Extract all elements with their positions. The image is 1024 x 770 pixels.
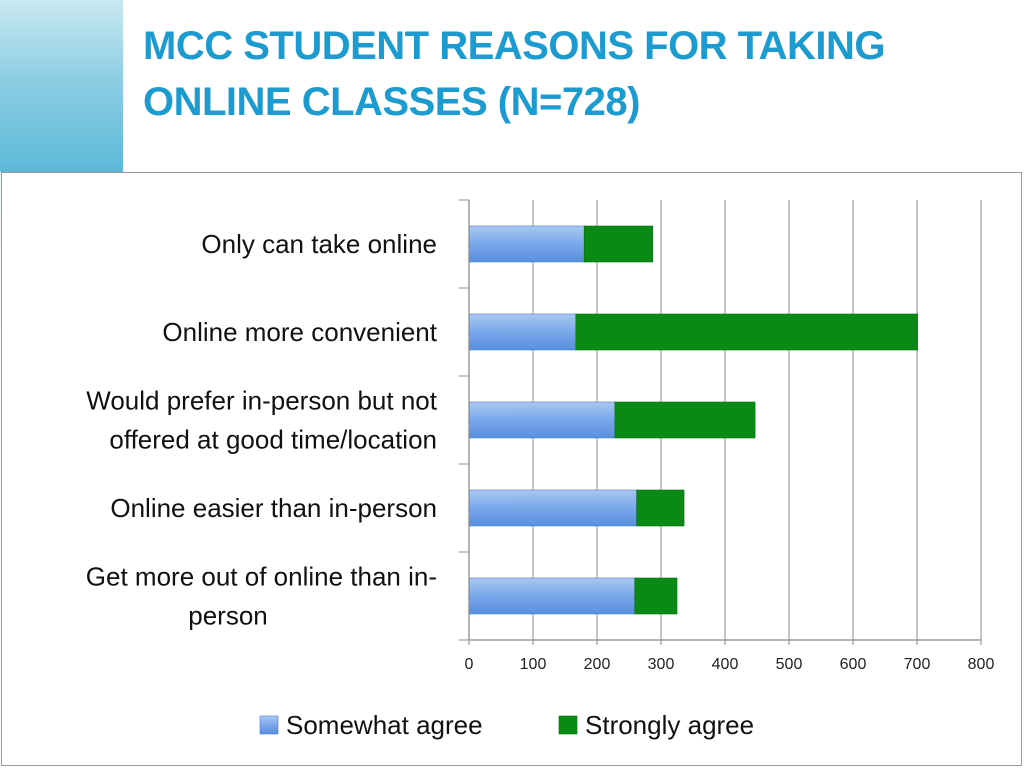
x-tick-label: 500 [776, 656, 803, 673]
bar-strongly-agree [634, 577, 678, 615]
slide-title-line-2: ONLINE CLASSES (N=728) [143, 80, 640, 124]
bar-somewhat-agree [468, 489, 637, 527]
stacked-bar-chart: Only can take online Online more convenie… [86, 199, 995, 740]
category-label: Only can take online [201, 229, 437, 259]
category-label: Online easier than in-person [110, 493, 437, 523]
legend-label-somewhat-agree: Somewhat agree [286, 710, 483, 740]
category-label: Get more out of online than in- [86, 562, 437, 592]
bar-strongly-agree [636, 489, 685, 527]
bars [468, 225, 918, 615]
side-accent-bar [0, 0, 123, 172]
slide-title-line-1: MCC STUDENT REASONS FOR TAKING [143, 24, 886, 68]
x-tick-label: 300 [648, 656, 675, 673]
x-tick-label: 400 [712, 656, 739, 673]
category-label: person [188, 601, 268, 631]
x-tick-label: 700 [904, 656, 931, 673]
bar-strongly-agree [575, 313, 918, 351]
legend-swatch-somewhat-agree [259, 715, 279, 735]
category-label: Online more convenient [162, 317, 437, 347]
x-tick-label: 600 [840, 656, 867, 673]
slide-title: MCC STUDENT REASONS FOR TAKING ONLINE CL… [143, 18, 1003, 130]
legend: Somewhat agree Strongly agree [259, 710, 754, 740]
category-label: Would prefer in-person but not [86, 386, 437, 416]
bar-somewhat-agree [468, 313, 577, 351]
category-labels: Only can take online Online more convenie… [86, 229, 438, 631]
bar-somewhat-agree [468, 577, 636, 615]
category-label: offered at good time/location [109, 425, 437, 455]
x-tick-label: 800 [968, 656, 995, 673]
x-tick-label: 0 [465, 656, 474, 673]
x-tick-label: 200 [584, 656, 611, 673]
bar-strongly-agree [614, 401, 756, 439]
bar-somewhat-agree [468, 225, 585, 263]
bar-somewhat-agree [468, 401, 616, 439]
legend-swatch-strongly-agree [558, 715, 578, 735]
axes [459, 199, 982, 645]
x-tick-labels: 0 100 200 300 400 500 600 700 800 [465, 656, 995, 673]
chart-frame: Only can take online Online more convenie… [1, 172, 1022, 766]
bar-strongly-agree [583, 225, 653, 263]
x-tick-label: 100 [520, 656, 547, 673]
legend-label-strongly-agree: Strongly agree [585, 710, 754, 740]
